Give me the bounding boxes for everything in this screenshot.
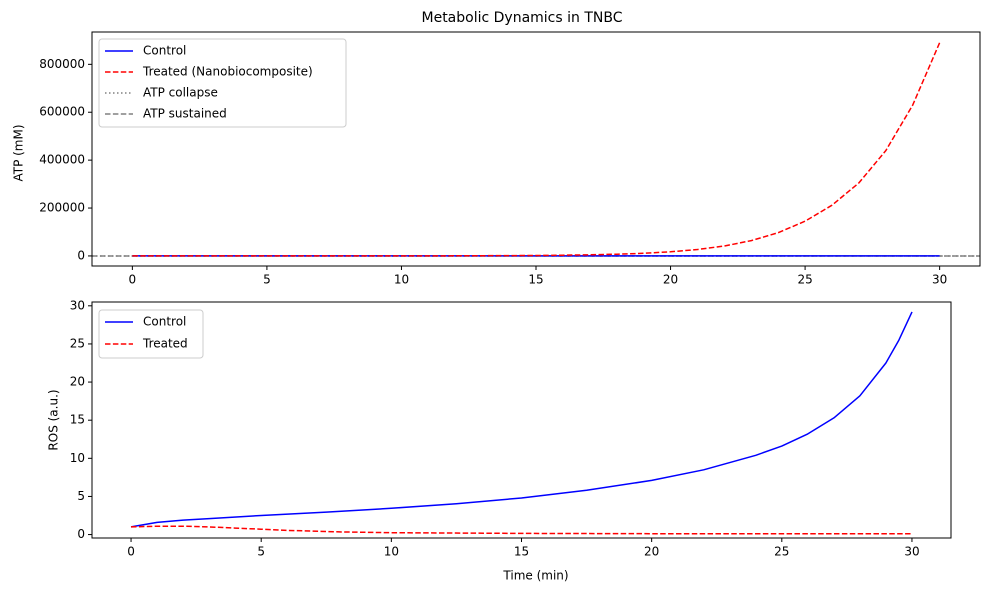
atp-x-tick-label: 5 xyxy=(263,273,271,287)
atp-x-tick-label: 20 xyxy=(663,273,678,287)
atp-y-axis-label: ATP (mM) xyxy=(12,124,26,181)
atp-y-tick-label: 200000 xyxy=(39,201,85,215)
ros-y-tick-label: 20 xyxy=(70,375,85,389)
atp-legend-box xyxy=(98,38,347,128)
ros-y-tick-label: 15 xyxy=(70,413,85,427)
atp-plot-frame xyxy=(91,31,981,267)
atp-y-ticks: 0 200000 400000 600000 800000 xyxy=(39,57,92,262)
atp-y-tick-label: 600000 xyxy=(39,105,85,119)
atp-subplot: Metabolic Dynamics in TNBC 0 5 10 15 20 25 30 … xyxy=(12,10,981,287)
ros-legend-label-control: Control xyxy=(143,315,186,329)
atp-legend-label-control: Control xyxy=(143,44,186,58)
ros-y-tick-label: 30 xyxy=(70,298,85,312)
ros-series-line-control xyxy=(130,311,913,528)
atp-series-layer xyxy=(92,42,980,257)
ros-series-layer xyxy=(130,311,913,535)
atp-x-tick-label: 15 xyxy=(528,273,543,287)
ros-x-axis-label: Time (min) xyxy=(502,569,568,583)
atp-legend: Control Treated (Nanobiocomposite) ATP c… xyxy=(98,38,347,128)
ros-y-tick-label: 25 xyxy=(70,336,85,350)
ros-x-tick-label: 10 xyxy=(384,545,399,559)
atp-title: Metabolic Dynamics in TNBC xyxy=(422,10,623,26)
ros-x-tick-label: 0 xyxy=(127,545,135,559)
atp-series-line-treated xyxy=(132,42,941,257)
ros-subplot: 0 5 10 15 20 25 30 0 5 10 15 20 25 30 ROS (a.u.) Tim… xyxy=(47,298,952,583)
ros-x-tick-label: 25 xyxy=(774,545,789,559)
ros-y-tick-label: 10 xyxy=(70,451,85,465)
ros-x-ticks: 0 5 10 15 20 25 30 xyxy=(127,538,920,559)
ros-y-axis-label: ROS (a.u.) xyxy=(47,389,61,450)
atp-x-tick-label: 0 xyxy=(129,273,137,287)
atp-y-tick-label: 800000 xyxy=(39,57,85,71)
atp-legend-label-sustained: ATP sustained xyxy=(143,107,227,121)
atp-x-tick-label: 30 xyxy=(932,273,947,287)
atp-legend-label-collapse: ATP collapse xyxy=(143,86,218,100)
ros-y-tick-label: 0 xyxy=(77,527,85,541)
atp-y-tick-label: 0 xyxy=(77,248,85,262)
ros-y-tick-label: 5 xyxy=(77,489,85,503)
ros-x-tick-label: 15 xyxy=(514,545,529,559)
atp-x-tick-label: 10 xyxy=(394,273,409,287)
ros-legend-label-treated: Treated xyxy=(142,337,188,351)
ros-plot-frame xyxy=(91,301,952,539)
ros-x-tick-label: 5 xyxy=(257,545,265,559)
atp-y-tick-label: 400000 xyxy=(39,153,85,167)
atp-x-ticks: 0 5 10 15 20 25 30 xyxy=(129,266,947,287)
ros-x-tick-label: 30 xyxy=(904,545,919,559)
ros-y-ticks: 0 5 10 15 20 25 30 xyxy=(70,298,92,541)
atp-legend-label-treated: Treated (Nanobiocomposite) xyxy=(142,65,313,79)
ros-series-line-treated xyxy=(130,525,912,535)
ros-x-tick-label: 20 xyxy=(644,545,659,559)
ros-legend: Control Treated xyxy=(98,309,204,359)
atp-x-tick-label: 25 xyxy=(797,273,812,287)
